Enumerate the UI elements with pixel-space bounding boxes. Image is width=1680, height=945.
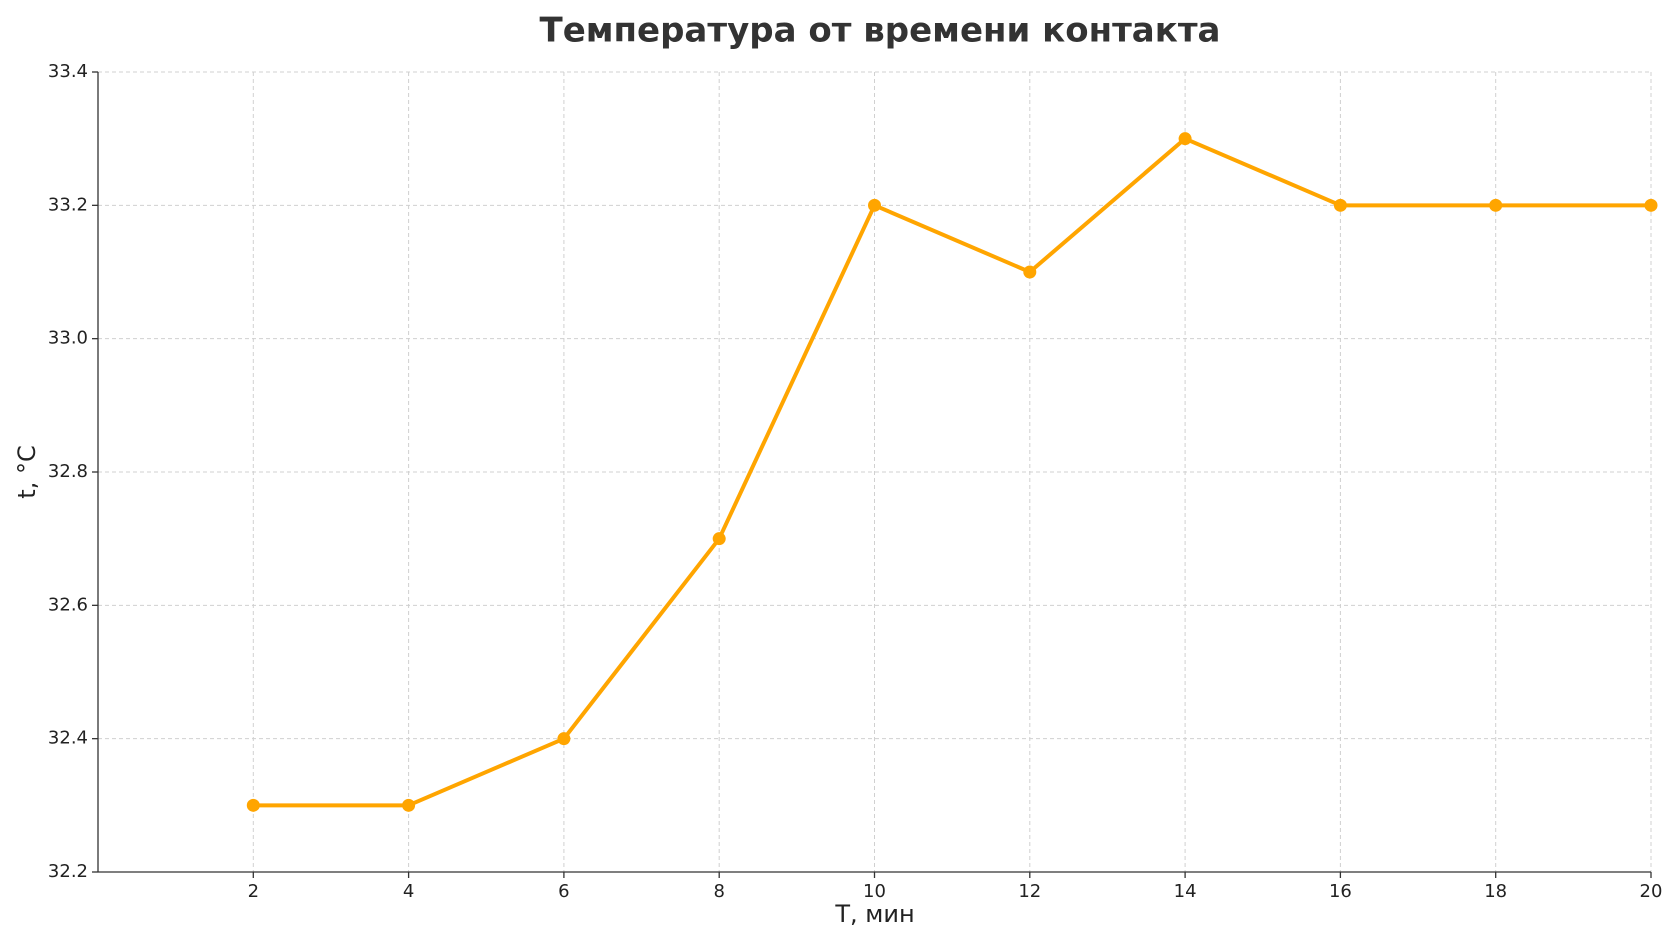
- x-tick-label: 10: [863, 881, 886, 902]
- x-tick-label: 20: [1640, 881, 1663, 902]
- data-point: [868, 198, 881, 212]
- data-point: [1644, 198, 1658, 212]
- y-tick-label: 32.6: [48, 594, 88, 615]
- data-point: [1023, 265, 1037, 279]
- y-tick-label: 32.4: [48, 728, 88, 749]
- x-tick-label: 14: [1174, 881, 1197, 902]
- data-point: [246, 798, 260, 812]
- y-tick-label: 33.4: [48, 61, 88, 82]
- data-point: [1489, 198, 1503, 212]
- data-point: [1178, 132, 1192, 146]
- x-tick-label: 6: [558, 881, 569, 902]
- x-tick-label: 16: [1329, 881, 1352, 902]
- y-axis-label: t, °C: [13, 445, 41, 498]
- data-point: [402, 798, 416, 812]
- data-point: [712, 532, 726, 546]
- y-tick-label: 33.0: [48, 328, 88, 349]
- x-tick-label: 4: [403, 881, 414, 902]
- x-tick-label: 8: [713, 881, 724, 902]
- x-tick-label: 2: [248, 881, 259, 902]
- series-line: [253, 136, 1651, 808]
- y-tick-label: 32.2: [48, 861, 88, 882]
- chart-title: Температура от времени контакта: [540, 11, 1221, 51]
- data-point: [557, 732, 571, 746]
- y-tick-label: 33.2: [48, 194, 88, 215]
- data-point: [1333, 198, 1347, 212]
- x-tick-label: 12: [1018, 881, 1041, 902]
- x-tick-label: 18: [1484, 881, 1507, 902]
- y-tick-label: 32.8: [48, 461, 88, 482]
- x-axis-label: T, мин: [834, 900, 914, 928]
